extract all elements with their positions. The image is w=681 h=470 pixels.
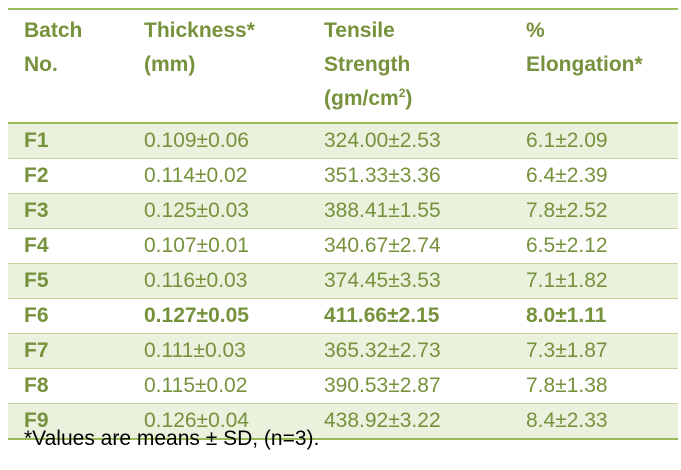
table-row: F2 0.114±0.02 351.33±3.36 6.4±2.39 <box>8 158 678 194</box>
data-table-container: Batch No. Thickness* (mm) Tensile Streng… <box>8 8 678 440</box>
cell-tensile: 438.92±3.22 <box>308 403 510 440</box>
cell-thickness: 0.116±0.03 <box>128 263 308 299</box>
cell-thickness: 0.115±0.02 <box>128 368 308 404</box>
cell-thickness: 0.125±0.03 <box>128 193 308 229</box>
cell-batch: F2 <box>8 158 128 194</box>
table-row: F5 0.116±0.03 374.45±3.53 7.1±1.82 <box>8 263 678 299</box>
cell-tensile: 351.33±3.36 <box>308 158 510 194</box>
cell-elongation: 6.1±2.09 <box>510 123 678 159</box>
cell-elongation: 6.5±2.12 <box>510 228 678 264</box>
table-row: F7 0.111±0.03 365.32±2.73 7.3±1.87 <box>8 333 678 369</box>
table-row: F1 0.109±0.06 324.00±2.53 6.1±2.09 <box>8 123 678 159</box>
table-row: F9 0.126±0.04 438.92±3.22 8.4±2.33 <box>8 403 678 440</box>
cell-batch: F7 <box>8 333 128 369</box>
cell-elongation: 6.4±2.39 <box>510 158 678 194</box>
cell-thickness: 0.111±0.03 <box>128 333 308 369</box>
cell-thickness: 0.107±0.01 <box>128 228 308 264</box>
table-row: F8 0.115±0.02 390.53±2.87 7.8±1.38 <box>8 368 678 404</box>
table-row-highlighted: F6 0.127±0.05 411.66±2.15 8.0±1.11 <box>8 298 678 334</box>
table-row: F3 0.125±0.03 388.41±1.55 7.8±2.52 <box>8 193 678 229</box>
header-tensile-strength: Tensile Strength (gm/cm2) <box>324 19 413 110</box>
cell-elongation: 7.8±1.38 <box>510 368 678 404</box>
cell-batch: F5 <box>8 263 128 299</box>
table-row: F4 0.107±0.01 340.67±2.74 6.5±2.12 <box>8 228 678 264</box>
cell-batch: F4 <box>8 228 128 264</box>
header-elongation: % Elongation* <box>526 19 643 76</box>
cell-batch: F6 <box>8 298 128 334</box>
table-footnote: *Values are means ± SD, (n=3). <box>24 427 320 450</box>
cell-tensile: 390.53±2.87 <box>308 368 510 404</box>
cell-batch: F1 <box>8 123 128 159</box>
cell-elongation: 7.1±1.82 <box>510 263 678 299</box>
cell-elongation: 8.0±1.11 <box>510 298 678 334</box>
results-table: Batch No. Thickness* (mm) Tensile Streng… <box>8 8 678 440</box>
cell-tensile: 340.67±2.74 <box>308 228 510 264</box>
cell-tensile: 374.45±3.53 <box>308 263 510 299</box>
header-thickness: Thickness* (mm) <box>144 19 255 76</box>
cell-batch: F8 <box>8 368 128 404</box>
cell-elongation: 8.4±2.33 <box>510 403 678 440</box>
header-batch-no: Batch No. <box>24 19 83 76</box>
cell-thickness: 0.114±0.02 <box>128 158 308 194</box>
cell-batch: F3 <box>8 193 128 229</box>
cell-thickness: 0.127±0.05 <box>128 298 308 334</box>
cell-tensile: 365.32±2.73 <box>308 333 510 369</box>
cell-elongation: 7.8±2.52 <box>510 193 678 229</box>
header-row: Batch No. Thickness* (mm) Tensile Streng… <box>8 9 678 123</box>
cell-tensile: 388.41±1.55 <box>308 193 510 229</box>
cell-thickness: 0.126±0.04 <box>128 403 308 440</box>
cell-batch: F9 <box>8 403 128 440</box>
cell-tensile: 411.66±2.15 <box>308 298 510 334</box>
cell-elongation: 7.3±1.87 <box>510 333 678 369</box>
cell-thickness: 0.109±0.06 <box>128 123 308 159</box>
cell-tensile: 324.00±2.53 <box>308 123 510 159</box>
